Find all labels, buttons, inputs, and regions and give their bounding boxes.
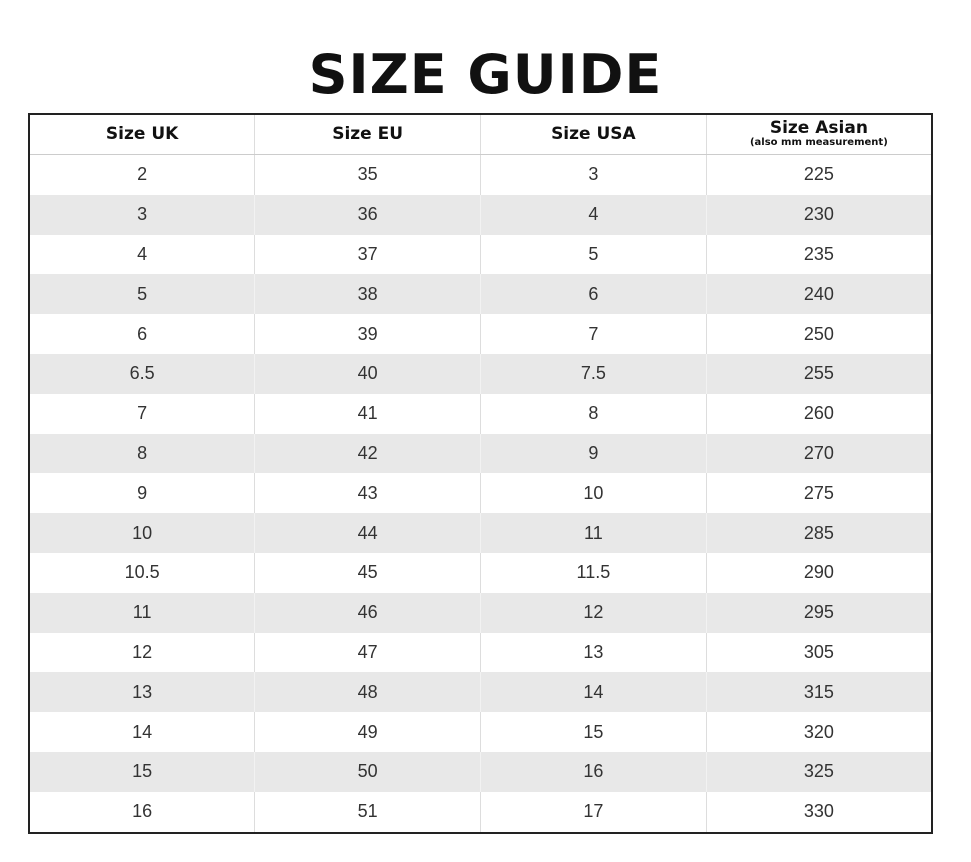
table-row: 9 43 10 275: [29, 473, 932, 514]
cell-size-eu: 49: [254, 712, 481, 752]
page-title: SIZE GUIDE: [308, 43, 663, 106]
cell-size-uk: 5: [29, 274, 255, 315]
cell-size-uk: 11: [29, 592, 255, 633]
cell-size-usa: 15: [480, 712, 707, 752]
cell-size-usa: 10: [480, 473, 707, 514]
cell-size-uk: 8: [29, 433, 255, 474]
cell-size-eu: 46: [254, 592, 481, 633]
cell-size-asian: 260: [705, 393, 932, 434]
cell-size-uk: 7: [137, 403, 148, 424]
cell-size-eu: 47: [254, 632, 481, 673]
cell-size-eu: 44: [254, 513, 481, 553]
cell-size-eu: 36: [254, 194, 481, 235]
cell-size-eu: 48: [254, 672, 481, 713]
cell-size-uk: 9: [137, 482, 148, 503]
table-row: 6 39 7 250: [29, 314, 932, 354]
table-body: 2 35 3 225 3 36 4 230 4 37 5 235 5 38 6 240 6 39 7 250 6.5 40…: [29, 154, 932, 833]
cell-size-asian: 270: [705, 433, 932, 474]
header-label: Size EU: [332, 124, 404, 144]
cell-size-eu: 42: [254, 433, 481, 474]
cell-size-usa: 12: [480, 592, 707, 633]
cell-size-asian: 290: [705, 552, 932, 593]
table-row: 10.5 45 11.5 290: [29, 552, 932, 593]
cell-size-eu: 43: [254, 473, 481, 514]
cell-size-uk: 6: [137, 323, 148, 344]
cell-size-usa: 6: [480, 274, 707, 315]
cell-size-eu: 50: [254, 751, 481, 792]
cell-size-asian: 230: [705, 194, 932, 235]
table-row: 14 49 15 320: [29, 712, 932, 752]
table-row: 16 51 17 330: [29, 791, 932, 833]
header-label: Size UK: [105, 124, 179, 144]
cell-size-uk: 2: [137, 164, 148, 185]
table-row: 13 48 14 315: [29, 672, 932, 713]
table-row: 15 50 16 325: [29, 751, 932, 792]
cell-size-usa: 8: [480, 393, 707, 434]
table-row: 5 38 6 240: [29, 274, 932, 315]
cell-size-eu: 41: [254, 393, 481, 434]
cell-size-usa: 11.5: [480, 552, 707, 593]
cell-size-uk: 4: [137, 243, 148, 264]
cell-size-usa: 16: [480, 751, 707, 792]
cell-size-asian: 275: [705, 473, 932, 514]
cell-size-asian: 295: [705, 592, 932, 633]
cell-size-uk: 16: [132, 801, 153, 822]
cell-size-asian: 330: [705, 791, 932, 833]
table-row: 4 37 5 235: [29, 234, 932, 275]
cell-size-asian: 315: [705, 672, 932, 713]
cell-size-eu: 40: [254, 353, 481, 394]
table-row: 2 35 3 225: [29, 154, 932, 195]
header-label: Size Asian: [769, 118, 868, 138]
cell-size-asian: 235: [705, 234, 932, 275]
cell-size-asian: 225: [705, 154, 932, 195]
cell-size-usa: 7: [480, 314, 707, 354]
size-guide-table: Size UK Size EU Size USA Size Asian (also…: [28, 113, 933, 834]
cell-size-usa: 14: [480, 672, 707, 713]
header-size-usa: Size USA: [480, 114, 707, 155]
table-row: 6.5 40 7.5 255: [29, 353, 932, 394]
cell-size-uk: 15: [29, 751, 255, 792]
cell-size-uk: 10: [29, 513, 255, 553]
cell-size-asian: 285: [705, 513, 932, 553]
cell-size-usa: 5: [480, 234, 707, 275]
cell-size-asian: 305: [705, 632, 932, 673]
cell-size-asian: 325: [705, 751, 932, 792]
header-size-asian: Size Asian (also mm measurement): [705, 114, 932, 155]
header-label: Size USA: [551, 124, 636, 144]
cell-size-uk: 14: [132, 721, 153, 742]
table-row: 7 41 8 260: [29, 393, 932, 434]
cell-size-uk: 6.5: [29, 353, 255, 394]
cell-size-eu: 51: [254, 791, 481, 833]
cell-size-usa: 9: [480, 433, 707, 474]
cell-size-usa: 4: [480, 194, 707, 235]
cell-size-usa: 3: [480, 154, 707, 195]
table-row: 11 46 12 295: [29, 592, 932, 633]
cell-size-eu: 35: [254, 154, 481, 195]
cell-size-uk: 12: [132, 641, 153, 662]
table-row: 10 44 11 285: [29, 513, 932, 553]
cell-size-eu: 37: [254, 234, 481, 275]
cell-size-uk: 3: [29, 194, 255, 235]
cell-size-usa: 11: [480, 513, 707, 553]
cell-size-asian: 250: [705, 314, 932, 354]
cell-size-asian: 320: [705, 712, 932, 752]
header-size-uk: Size UK: [29, 114, 255, 155]
header-size-eu: Size EU: [254, 114, 481, 155]
header-sublabel: (also mm measurement): [749, 137, 888, 148]
cell-size-uk: 10.5: [124, 562, 160, 583]
table-row: 12 47 13 305: [29, 632, 932, 673]
cell-size-eu: 45: [254, 552, 481, 593]
table-row: 8 42 9 270: [29, 433, 932, 474]
cell-size-usa: 13: [480, 632, 707, 673]
cell-size-eu: 38: [254, 274, 481, 315]
cell-size-eu: 39: [254, 314, 481, 354]
table-row: 3 36 4 230: [29, 194, 932, 235]
cell-size-asian: 255: [705, 353, 932, 394]
cell-size-usa: 17: [480, 791, 707, 833]
cell-size-asian: 240: [705, 274, 932, 315]
header-row: Size UK Size EU Size USA Size Asian (also…: [29, 114, 932, 155]
cell-size-usa: 7.5: [480, 353, 707, 394]
cell-size-uk: 13: [29, 672, 255, 713]
